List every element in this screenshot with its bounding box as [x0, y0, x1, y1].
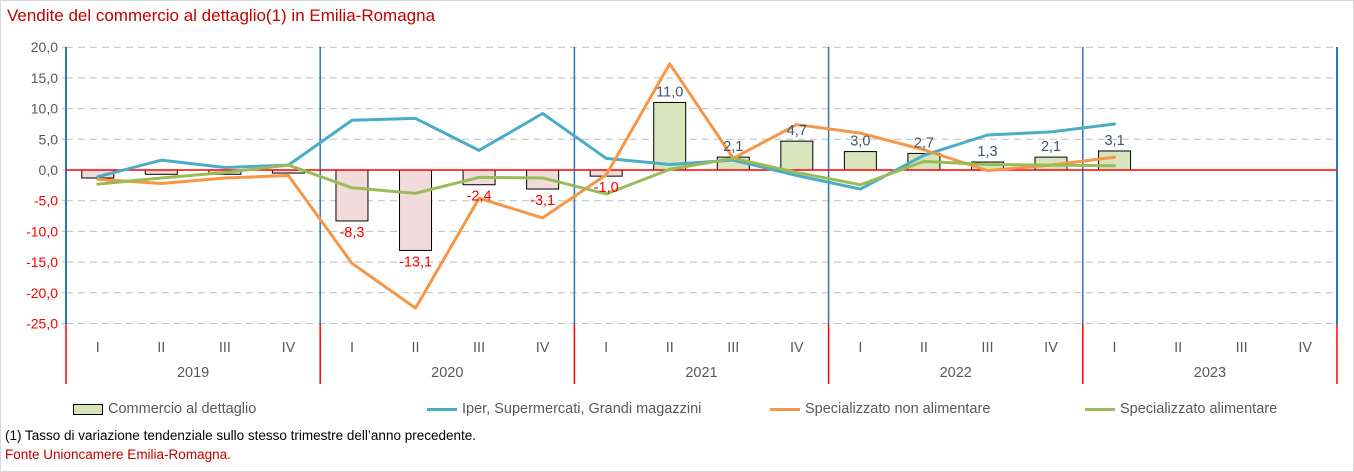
chart-text-label: -5,0 — [34, 193, 58, 209]
chart-text-label: III — [473, 340, 485, 356]
line-iper-supermercati-grandi-magazzini — [96, 112, 1117, 191]
chart-text-label: 2,1 — [723, 139, 743, 155]
chart-text-label: I — [604, 340, 608, 356]
chart-text-label: IV — [282, 340, 296, 356]
legend-label: Iper, Supermercati, Grandi magazzini — [462, 401, 702, 417]
retail-sales-chart-canvas: 20,0 15,0 10,0 5,0 0,0 -5,0 -10,0 -15,0 -20,0 -25… — [26, 40, 1338, 384]
chart-text-label: II — [157, 340, 165, 356]
chart-text-label: 0,0 — [39, 162, 59, 178]
chart-text-label: II — [1174, 340, 1182, 356]
chart-text-label: -8,3 — [339, 225, 364, 241]
chart-text-label: I — [96, 340, 100, 356]
bar-commercio-al-dettaglio — [399, 169, 433, 251]
bar-commercio-al-dettaglio — [780, 140, 814, 171]
chart-text-label: IV — [1298, 340, 1312, 356]
footnote: (1) Tasso di variazione tendenziale sull… — [5, 428, 477, 443]
chart-text-label: 11,0 — [656, 84, 683, 100]
source-note: Fonte Unioncamere Emilia-Romagna. — [5, 447, 231, 462]
chart-text-label: 20,0 — [31, 40, 58, 55]
chart-text-label: 2023 — [1194, 365, 1226, 381]
chart-text-label: IV — [536, 340, 550, 356]
chart-text-label: 4,7 — [787, 123, 807, 139]
bar-commercio-al-dettaglio — [335, 169, 369, 222]
chart-text-label: -1,0 — [594, 180, 619, 196]
legend-label: Specializzato alimentare — [1120, 401, 1278, 417]
chart-text-label: -20,0 — [26, 285, 58, 301]
chart-text-label: I — [350, 340, 354, 356]
chart-text-label: 2,1 — [1041, 139, 1061, 155]
chart-text-label: III — [219, 340, 231, 356]
chart-text-label: 5,0 — [39, 131, 59, 147]
chart-text-label: 15,0 — [31, 70, 58, 86]
chart-text-label: I — [858, 340, 862, 356]
chart-text-label: 2020 — [431, 365, 463, 381]
bar-commercio-al-dettaglio — [653, 101, 687, 171]
chart-text-label: II — [411, 340, 419, 356]
chart-text-label: 3,1 — [1104, 133, 1124, 149]
legend-label: Specializzato non alimentare — [805, 401, 991, 417]
chart-text-label: III — [1236, 340, 1248, 356]
chart-text-label: I — [1113, 340, 1117, 356]
chart-text-label: 2021 — [685, 365, 717, 381]
chart-text-label: 3,0 — [850, 134, 870, 150]
line-swatch-icon — [1085, 407, 1115, 411]
chart-text-label: 10,0 — [31, 101, 58, 117]
chart-text-label: 1,3 — [977, 144, 997, 160]
chart-text-label: III — [727, 340, 739, 356]
chart-text-label: IV — [1044, 340, 1058, 356]
chart-text-label: III — [981, 340, 993, 356]
line-specializzato-alimentare — [96, 156, 1117, 196]
chart-text-label: -15,0 — [26, 254, 58, 270]
bar-swatch-icon — [73, 403, 103, 415]
chart-text-label: 2022 — [940, 365, 972, 381]
chart-text-label: -10,0 — [26, 223, 58, 239]
chart-text-label: II — [666, 340, 674, 356]
chart-text-label: -25,0 — [26, 316, 58, 332]
legend-item-non-alimentare: Specializzato non alimentare — [770, 398, 990, 420]
line-swatch-icon — [770, 407, 800, 411]
chart-title: Vendite del commercio al dettaglio(1) in… — [7, 6, 436, 25]
chart-text-label: -13,1 — [399, 254, 432, 270]
chart-text-label: IV — [790, 340, 804, 356]
bar-commercio-al-dettaglio — [843, 151, 877, 171]
legend-item-alimentare: Specializzato alimentare — [1085, 398, 1277, 420]
legend-item-iper: Iper, Supermercati, Grandi magazzini — [427, 398, 701, 420]
chart-text-label: -3,1 — [530, 193, 555, 209]
chart-legend: Commercio al dettaglio Iper, Supermercat… — [0, 398, 1354, 420]
chart-text-label: -2,4 — [467, 189, 492, 205]
chart-text-label: 2019 — [177, 365, 209, 381]
chart-text-label: 2,7 — [914, 135, 934, 151]
legend-label: Commercio al dettaglio — [108, 401, 257, 417]
line-specializzato-non-alimentare — [96, 62, 1117, 310]
chart-text-label: II — [920, 340, 928, 356]
legend-item-commercio: Commercio al dettaglio — [73, 398, 256, 420]
line-swatch-icon — [427, 407, 457, 411]
